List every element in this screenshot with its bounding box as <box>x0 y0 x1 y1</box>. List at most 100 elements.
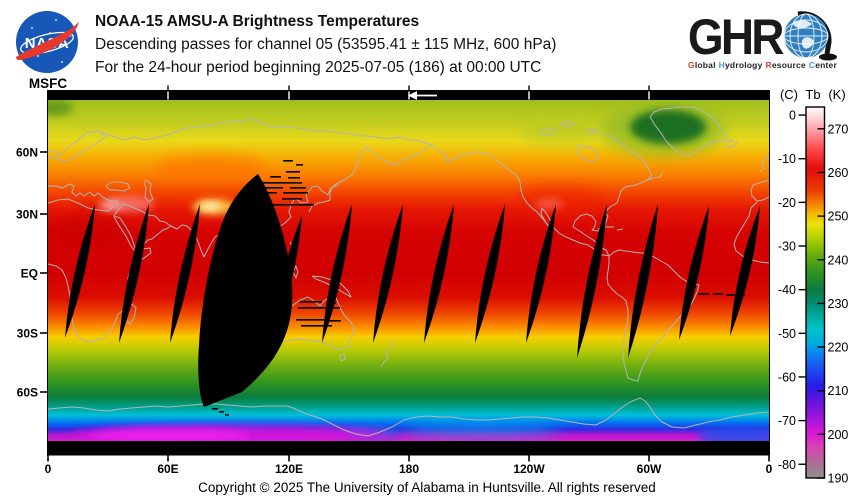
kelvin-tick-label: 200 <box>828 428 849 442</box>
kelvin-tick-label: 190 <box>828 472 849 486</box>
kelvin-tick-label: 270 <box>828 122 849 136</box>
dropout-dash <box>283 192 308 194</box>
subtitle-period: For the 24-hour period beginning 2025-07… <box>95 59 542 76</box>
lat-tick-label: 60N <box>16 146 38 160</box>
celsius-tick-label: -40 <box>778 283 796 297</box>
ghrc-tagline-word: Center <box>808 60 837 70</box>
nasa-orbit-icon <box>20 31 74 55</box>
orbit-gap-swath <box>170 204 200 343</box>
dropout-dash <box>212 408 218 410</box>
colorbar-gradient <box>805 106 826 479</box>
lon-tick-label: 60E <box>157 462 178 476</box>
orbit-gap-swath <box>65 204 95 338</box>
ghrc-tagline: Global Hydrology Resource Center <box>688 60 848 70</box>
kelvin-tick-label: 220 <box>828 341 849 355</box>
dropout-dash <box>258 192 277 194</box>
dropout-dash <box>290 187 306 189</box>
dropout-dash <box>225 414 229 416</box>
orbit-gap-swath <box>628 204 658 358</box>
temperature-anomaly-blobs <box>48 100 769 445</box>
celsius-tick-label: 0 <box>789 109 796 123</box>
ghrc-logo: GHR <box>688 10 837 64</box>
kelvin-tick-label: 240 <box>828 253 849 267</box>
celsius-tick-label: -50 <box>778 327 796 341</box>
colorbar-unit-k: (K) <box>828 87 845 102</box>
dropout-dash <box>219 411 224 413</box>
kelvin-tick-label: 260 <box>828 166 849 180</box>
copyright-notice: Copyright © 2025 The University of Alaba… <box>198 480 656 495</box>
swath-gaps <box>65 160 760 416</box>
dropout-dash <box>301 325 332 327</box>
bottom-nodata-band <box>48 441 769 455</box>
celsius-tick-label: -30 <box>778 240 796 254</box>
ghrc-wordmark: GHR <box>688 10 784 64</box>
kelvin-tick-label: 210 <box>828 384 849 398</box>
msfc-label: MSFC <box>29 76 67 91</box>
kelvin-tick-label: 250 <box>828 210 849 224</box>
dropout-dash <box>300 301 322 303</box>
dropout-dash <box>296 164 303 166</box>
colorbar-unit-c: (C) <box>780 87 798 102</box>
dropout-dash <box>254 204 314 206</box>
ghrc-stand-base-icon <box>819 53 837 61</box>
orbit-gap-swath <box>679 206 709 340</box>
lon-tick-label: 120E <box>275 462 303 476</box>
nasa-swoosh-icon <box>16 21 79 60</box>
axes: 60N 30N EQ 30S 60S 0 60E 120E 180 120W 60W 0 <box>16 146 773 477</box>
dropout-dash <box>296 319 324 321</box>
colorbar-label-tb: Tb <box>805 87 820 102</box>
celsius-tick-label: -10 <box>778 152 796 166</box>
orbit-gap-swath <box>475 204 505 343</box>
dropout-dash <box>270 176 281 178</box>
ghrc-tagline-word: Resource <box>765 60 806 70</box>
orbit-gap-swath <box>730 206 760 336</box>
wide-data-gap <box>198 174 293 407</box>
celsius-tick-label: -60 <box>778 370 796 384</box>
ghrc-tagline-initial: C <box>808 60 816 70</box>
ghrc-tagline-initial: G <box>688 60 695 70</box>
dropout-dash <box>262 187 283 189</box>
dropout-dash <box>327 302 336 304</box>
lat-tick-label: 60S <box>17 386 38 400</box>
dropout-dash <box>726 294 735 296</box>
orbit-gap-swath <box>526 204 556 343</box>
lon-tick-label: 0 <box>45 462 52 476</box>
lon-tick-label: 60W <box>637 462 662 476</box>
colorbar: (C) Tb (K) 270 260 250 240 230 220 210 200 190 0 -10 -… <box>778 87 848 486</box>
dropout-dash <box>282 198 302 200</box>
greenland-cold-region <box>630 110 706 144</box>
celsius-tick-label: -20 <box>778 196 796 210</box>
dropout-dash <box>283 160 293 162</box>
orbit-gap-swath <box>119 204 149 343</box>
pass-direction-arrow-icon <box>408 91 437 100</box>
orbit-gap-swath <box>424 204 454 343</box>
lat-tick-label: EQ <box>21 267 38 281</box>
dropout-dash <box>738 294 745 296</box>
orbit-gap-swath <box>577 204 607 358</box>
dropout-dash <box>298 307 340 309</box>
colorbar-ticks: (C) Tb (K) 270 260 250 240 230 220 210 200 190 0 -10 -… <box>778 87 848 486</box>
ghrc-globe-land-icon <box>792 20 814 49</box>
celsius-tick-label: -70 <box>778 414 796 428</box>
lat-tick-label: 30S <box>17 327 38 341</box>
lon-tick-label: 180 <box>399 462 419 476</box>
dropout-dash <box>328 320 341 322</box>
nasa-logo: NASA MSFC <box>16 11 79 91</box>
dropout-dash <box>698 293 709 295</box>
ghrc-tagline-initial: R <box>765 60 772 70</box>
dropout-dash <box>262 182 302 184</box>
lon-tick-label: 0 <box>766 462 773 476</box>
page-title: NOAA-15 AMSU-A Brightness Temperatures <box>95 13 420 30</box>
lon-tick-label: 120W <box>513 462 545 476</box>
title-block: NOAA-15 AMSU-A Brightness Temperatures D… <box>95 10 556 79</box>
subtitle-channel: Descending passes for channel 05 (53595.… <box>95 36 557 53</box>
kelvin-tick-label: 230 <box>828 297 849 311</box>
dropout-dash <box>713 293 723 295</box>
ghrc-tagline-word: Hydrology <box>718 60 763 70</box>
orbit-gap-swath <box>373 204 403 343</box>
dropout-dash <box>286 171 300 173</box>
dropout-dash <box>288 177 300 179</box>
celsius-tick-label: -80 <box>778 458 796 472</box>
